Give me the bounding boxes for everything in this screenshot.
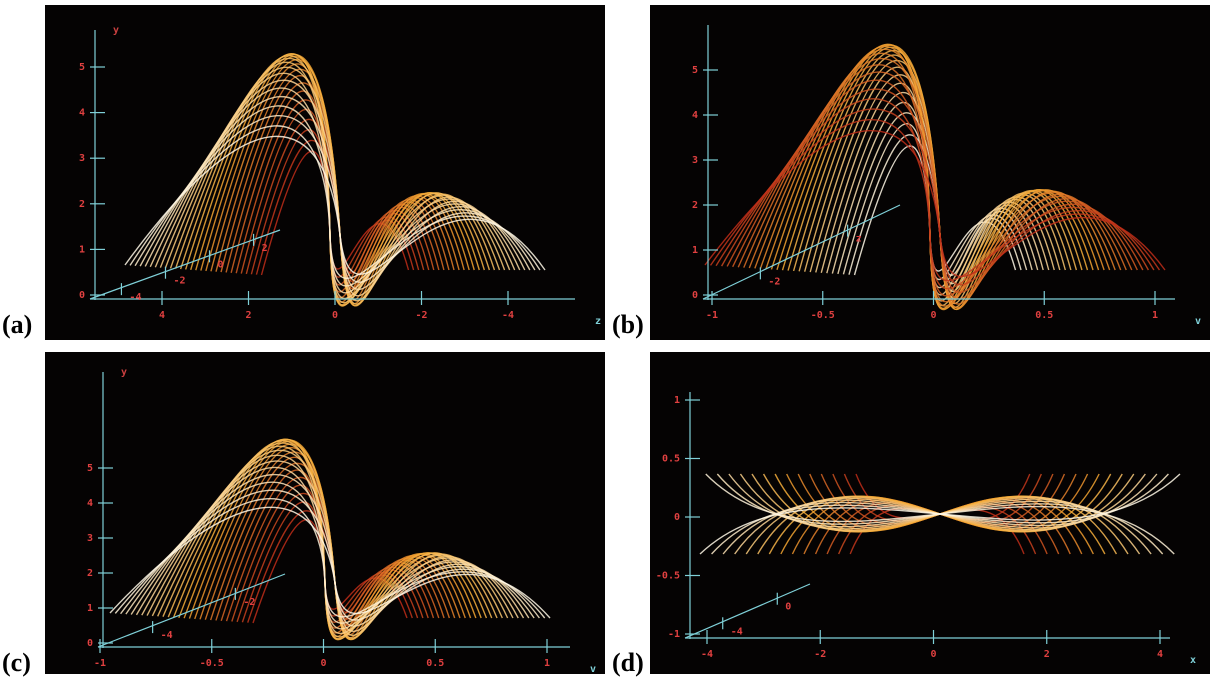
attractor-strand: [125, 136, 545, 274]
x-axis-label: v: [1195, 316, 1201, 327]
z-tick-label: -2: [173, 276, 185, 287]
y-tick-label: 1: [692, 245, 698, 256]
z-tick-label: 0: [218, 259, 224, 270]
x-tick-label: 4: [159, 310, 165, 321]
panel-d: -1 -0.5 0 0.5 1 -4 -2 0 2 4 x -4 0: [650, 352, 1210, 674]
x-axis-label: z: [595, 316, 601, 327]
y-tick-label: 2: [692, 200, 698, 211]
y-axis-label: y: [113, 25, 119, 36]
panel-c: y 0 1 2 3 4 5 -1 -0.5 0 0.5 1 v -4 -2: [45, 352, 605, 674]
y-tick-label: -0.5: [656, 571, 680, 582]
z-tick-label: -2: [243, 597, 255, 608]
panel-b: 0 1 2 3 4 5 -1 -0.5 0 0.5 1 v -2 z: [650, 5, 1210, 340]
z-tick-label: -2: [768, 276, 780, 287]
y-tick-label: 0: [692, 290, 698, 301]
panel-label: (a): [2, 310, 32, 340]
x-tick-label: 0: [320, 658, 326, 669]
x-tick-label: 0: [332, 310, 338, 321]
x-tick-label: 2: [1044, 649, 1050, 660]
x-tick-label: 1: [544, 658, 550, 669]
x-tick-label: -2: [415, 310, 427, 321]
panel-label: (c): [2, 648, 31, 678]
x-tick-label: -1: [706, 310, 718, 321]
y-tick-label: 3: [87, 533, 93, 544]
y-tick-label: 4: [79, 108, 85, 119]
x-tick-label: -0.5: [200, 658, 224, 669]
y-tick-label: 3: [692, 155, 698, 166]
panel-label: (d): [612, 648, 644, 678]
attractor-strand: [700, 474, 1180, 554]
attractor-strand: [131, 475, 529, 627]
y-tick-label: 2: [79, 199, 85, 210]
x-tick-label: 0.5: [426, 658, 444, 669]
attractor-strand: [705, 131, 1165, 277]
y-tick-label: 0: [87, 638, 93, 649]
z-tick-label: 0: [785, 602, 791, 613]
y-axis-label: y: [121, 367, 127, 378]
x-tick-label: -1: [94, 658, 106, 669]
y-tick-label: 3: [79, 153, 85, 164]
panel-a: y 0 1 2 3 4 5 4 2 0 -2 -4 z -4 -2 0 2: [45, 5, 605, 340]
y-tick-label: 1: [674, 395, 680, 406]
y-tick-label: 5: [79, 62, 85, 73]
y-tick-label: 1: [87, 603, 93, 614]
z-tick-label: 2: [262, 243, 268, 254]
y-tick-label: 0: [674, 512, 680, 523]
z-tick-label: z: [856, 234, 862, 245]
y-tick-label: 2: [87, 568, 93, 579]
x-tick-label: 0.5: [1035, 310, 1053, 321]
z-axis: [703, 205, 900, 299]
x-tick-label: -2: [814, 649, 826, 660]
panel-label: (b): [612, 310, 644, 340]
x-axis-label: v: [590, 664, 596, 674]
x-tick-label: -0.5: [811, 310, 835, 321]
y-tick-label: 0: [79, 290, 85, 301]
x-tick-label: 1: [1152, 310, 1158, 321]
y-tick-label: 0.5: [662, 454, 680, 465]
z-tick-label: -4: [129, 292, 141, 303]
x-tick-label: 4: [1157, 649, 1163, 660]
x-tick-label: -4: [502, 310, 514, 321]
attractor-strand: [738, 72, 1132, 299]
x-axis-label: x: [1190, 655, 1196, 666]
x-tick-label: 0: [930, 310, 936, 321]
x-tick-label: 2: [245, 310, 251, 321]
z-tick-label: -4: [161, 630, 173, 641]
y-tick-label: 4: [692, 110, 698, 121]
x-tick-label: 0: [930, 649, 936, 660]
figure: (a) (b) (c) (d) y 0 1 2 3 4 5 4 2 0 -2 -4 z -4 -2 0 2 0 1…: [0, 0, 1210, 681]
x-tick-label: -4: [701, 649, 713, 660]
y-tick-label: 4: [87, 498, 93, 509]
y-tick-label: 5: [87, 463, 93, 474]
y-tick-label: -1: [668, 629, 680, 640]
y-tick-label: 1: [79, 244, 85, 255]
attractor-strand: [716, 109, 1154, 285]
z-tick-label: -4: [731, 626, 743, 637]
y-tick-label: 5: [692, 65, 698, 76]
